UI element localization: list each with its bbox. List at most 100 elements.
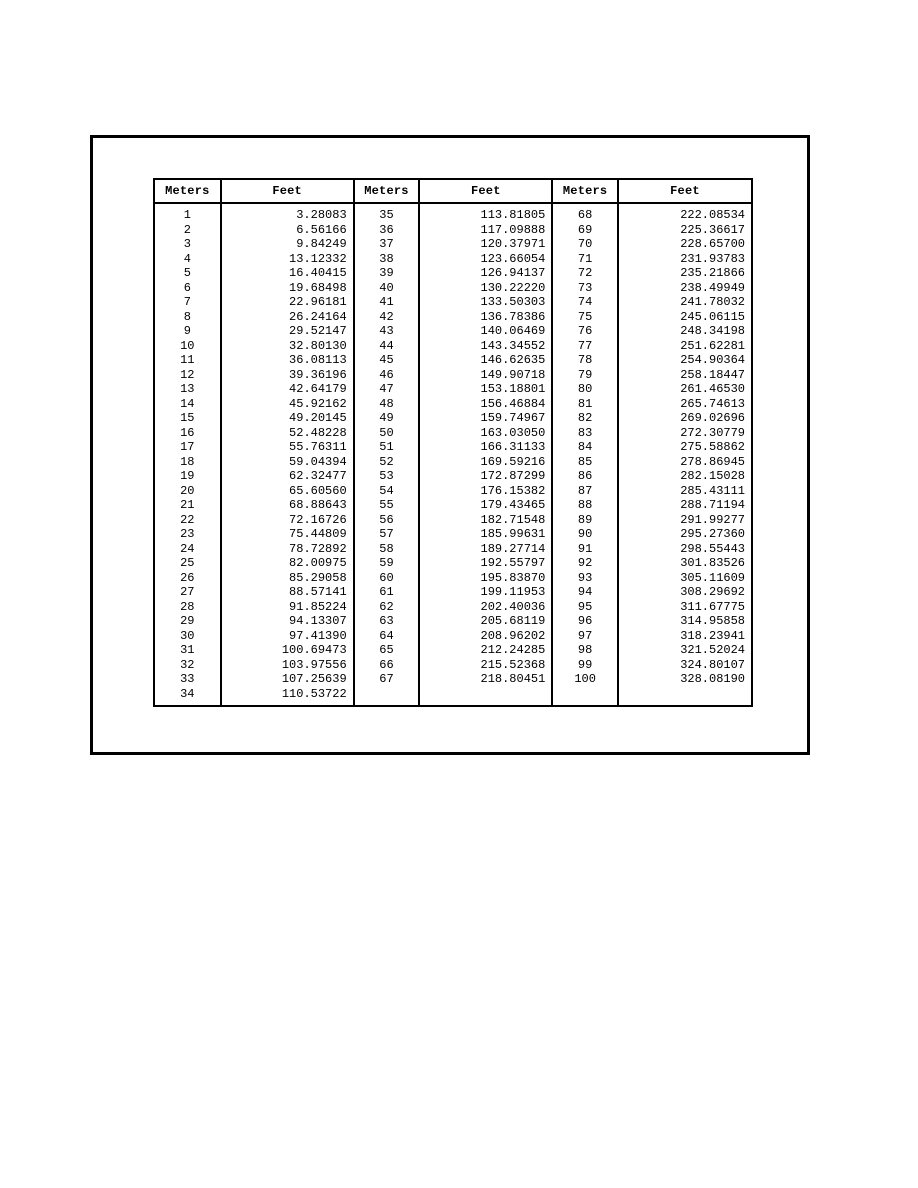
table-cell: 97 [552,629,618,644]
table-cell: 126.94137 [419,266,552,281]
table-row: 2788.5714161199.1195394308.29692 [155,585,751,600]
table-cell: 195.83870 [419,571,552,586]
table-cell: 285.43111 [618,484,751,499]
table-cell: 45 [354,353,420,368]
table-row: 13.2808335113.8180568222.08534 [155,203,751,223]
table-cell: 52 [354,455,420,470]
table-cell: 90 [552,527,618,542]
table-cell: 61 [354,585,420,600]
table-cell: 19 [155,469,221,484]
table-row: 1136.0811345146.6263578254.90364 [155,353,751,368]
col-header-meters-3: Meters [552,180,618,203]
table-cell: 12 [155,368,221,383]
table-cell: 228.65700 [618,237,751,252]
table-cell: 205.68119 [419,614,552,629]
table-cell: 38 [354,252,420,267]
table-cell: 32.80130 [221,339,354,354]
table-cell: 59.04394 [221,455,354,470]
table-cell: 202.40036 [419,600,552,615]
table-cell: 314.95858 [618,614,751,629]
table-cell: 15 [155,411,221,426]
table-cell: 50 [354,426,420,441]
table-row: 32103.9755666215.5236899324.80107 [155,658,751,673]
table-cell: 159.74967 [419,411,552,426]
table-cell: 218.80451 [419,672,552,687]
table-cell: 88.57141 [221,585,354,600]
table-cell: 81 [552,397,618,412]
table-cell: 14 [155,397,221,412]
table-cell: 185.99631 [419,527,552,542]
table-row: 1239.3619646149.9071879258.18447 [155,368,751,383]
table-cell: 328.08190 [618,672,751,687]
table-cell: 37 [354,237,420,252]
table-cell: 42.64179 [221,382,354,397]
table-cell: 91 [552,542,618,557]
table-cell: 49 [354,411,420,426]
table-cell: 26 [155,571,221,586]
table-cell: 4 [155,252,221,267]
table-cell: 21 [155,498,221,513]
table-cell: 41 [354,295,420,310]
table-cell: 146.62635 [419,353,552,368]
table-cell: 18 [155,455,221,470]
table-cell: 86 [552,469,618,484]
table-cell: 55 [354,498,420,513]
table-cell: 172.87299 [419,469,552,484]
table-cell: 99 [552,658,618,673]
table-row: 3097.4139064208.9620297318.23941 [155,629,751,644]
table-cell: 82 [552,411,618,426]
table-header-row: Meters Feet Meters Feet Meters Feet [155,180,751,203]
table-cell: 295.27360 [618,527,751,542]
table-cell: 258.18447 [618,368,751,383]
table-cell: 85.29058 [221,571,354,586]
table-cell: 91.85224 [221,600,354,615]
table-cell: 63 [354,614,420,629]
table-cell: 222.08534 [618,203,751,223]
table-cell: 98 [552,643,618,658]
table-row: 516.4041539126.9413772235.21866 [155,266,751,281]
table-cell: 39.36196 [221,368,354,383]
table-cell: 9 [155,324,221,339]
table-cell: 103.97556 [221,658,354,673]
table-cell: 231.93783 [618,252,751,267]
table-cell: 321.52024 [618,643,751,658]
table-cell: 298.55443 [618,542,751,557]
table-cell: 40 [354,281,420,296]
table-cell: 251.62281 [618,339,751,354]
table-cell: 208.96202 [419,629,552,644]
table-row: 33107.2563967218.80451100328.08190 [155,672,751,687]
table-cell: 25 [155,556,221,571]
table-cell: 153.18801 [419,382,552,397]
table-row: 1032.8013044143.3455277251.62281 [155,339,751,354]
table-cell: 97.41390 [221,629,354,644]
table-row: 26.5616636117.0988869225.36617 [155,223,751,238]
table: Meters Feet Meters Feet Meters Feet 13.2… [155,180,751,705]
table-cell: 57 [354,527,420,542]
table-row: 826.2416442136.7838675245.06115 [155,310,751,325]
table-cell: 64 [354,629,420,644]
table-row: 2272.1672656182.7154889291.99277 [155,513,751,528]
table-cell: 13 [155,382,221,397]
table-cell: 48 [354,397,420,412]
table-cell: 68 [552,203,618,223]
table-cell: 58 [354,542,420,557]
table-cell: 85 [552,455,618,470]
table-cell: 62.32477 [221,469,354,484]
table-cell: 60 [354,571,420,586]
table-cell: 301.83526 [618,556,751,571]
table-cell: 324.80107 [618,658,751,673]
table-cell [552,687,618,706]
table-cell: 23 [155,527,221,542]
table-cell: 199.11953 [419,585,552,600]
table-row: 34110.53722 [155,687,751,706]
table-cell [354,687,420,706]
table-cell: 28 [155,600,221,615]
table-cell: 311.67775 [618,600,751,615]
table-cell: 7 [155,295,221,310]
table-cell: 22 [155,513,221,528]
outer-frame: Meters Feet Meters Feet Meters Feet 13.2… [90,135,810,755]
table-cell: 71 [552,252,618,267]
table-cell [419,687,552,706]
table-cell: 123.66054 [419,252,552,267]
table-cell: 136.78386 [419,310,552,325]
